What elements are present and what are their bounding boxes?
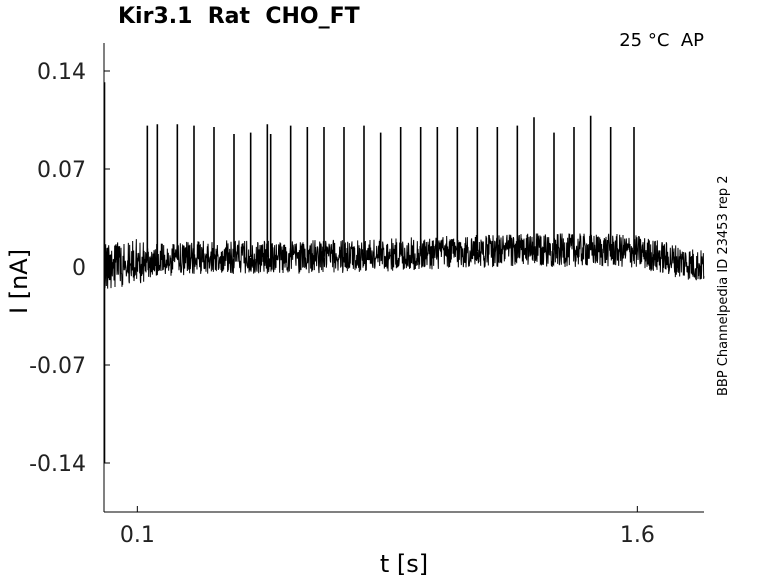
chart-title: Kir3.1 Rat CHO_FT [118,4,360,29]
trace-layer [103,82,705,463]
axes [103,43,704,513]
tick-layer: 0.14 0.07 0 -0.07 -0.14 0.1 1.6 [29,60,655,548]
y-tick-label: 0.14 [37,60,86,85]
x-axis-label: t [s] [379,550,429,578]
x-tick-label: 0.1 [120,523,155,548]
y-tick-label: 0 [72,256,86,281]
y-tick-label: -0.14 [29,452,86,477]
condition-annotation: 25 °C AP [619,30,704,51]
x-tick-label: 1.6 [620,523,655,548]
y-tick-label: 0.07 [37,158,86,183]
noise-trace [103,233,705,289]
y-tick-label: -0.07 [29,354,86,379]
